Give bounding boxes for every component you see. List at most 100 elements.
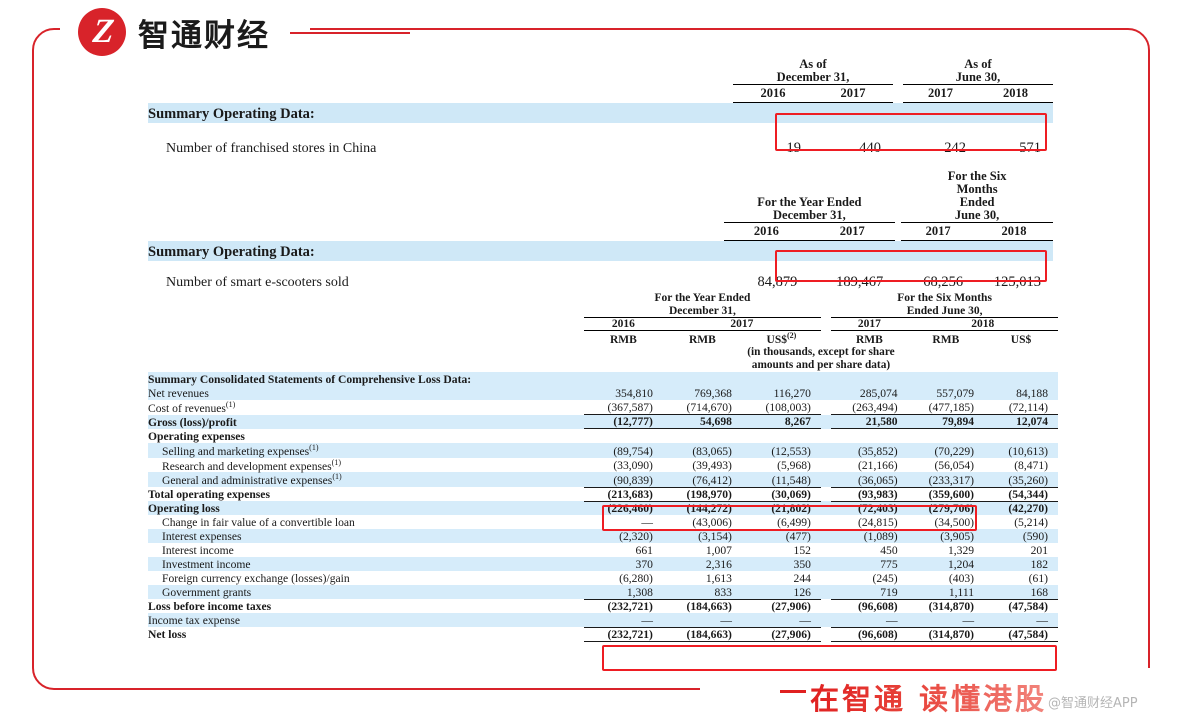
table2-group-left: For the Year Ended December 31, bbox=[724, 170, 896, 223]
table3-cell: (233,317) bbox=[907, 472, 985, 488]
table3-currency-0: RMB bbox=[610, 333, 637, 346]
table3-section-title-spacer bbox=[831, 371, 908, 386]
table3-cell: — bbox=[741, 613, 821, 628]
table1-year-header-row: 2016 2017 2017 2018 bbox=[148, 84, 1053, 103]
table3-cell bbox=[742, 429, 821, 443]
table3-cell: 661 bbox=[635, 544, 653, 558]
table3-cell: (8,471) bbox=[1014, 459, 1048, 473]
table3-cell: — bbox=[662, 613, 742, 628]
table3-cell: (6,280) bbox=[619, 572, 653, 586]
table2-group-header-row: For the Year Ended December 31, For the … bbox=[148, 170, 1053, 223]
table3-currency-5: US$ bbox=[1010, 333, 1032, 346]
table3-row-label: Net revenues bbox=[148, 385, 584, 400]
table2-data-row: Number of smart e-scooters sold 84,879 1… bbox=[148, 261, 1053, 291]
table1-section-title-row: Summary Operating Data: bbox=[148, 102, 1053, 123]
table3-unit-note-row: (in thousands, except for share amounts … bbox=[148, 346, 1058, 372]
table3-cell: (213,683) bbox=[583, 487, 663, 502]
table3-row-label: Total operating expenses bbox=[148, 488, 270, 502]
table1-value-2: 242 bbox=[944, 139, 966, 156]
table3-cell: 450 bbox=[880, 544, 898, 558]
table2-value-1: 189,467 bbox=[836, 273, 884, 290]
table3-column-gap bbox=[820, 613, 832, 628]
table3-section-title-row: Summary Consolidated Statements of Compr… bbox=[148, 371, 1058, 386]
table3-row-label: Operating loss bbox=[148, 501, 584, 516]
table3-currency-header-row: RMB RMB US$(2) RMB RMB US$ bbox=[148, 331, 1058, 346]
table1-value-0: 19 bbox=[786, 139, 802, 156]
table3-cell: (477) bbox=[741, 529, 821, 544]
table2-year-header-row: 2016 2017 2017 2018 bbox=[148, 222, 1053, 241]
table3-cell: 1,204 bbox=[907, 557, 985, 572]
table3-cell: 244 bbox=[793, 572, 811, 586]
logo-rule bbox=[290, 32, 410, 34]
summary-operating-data-stores-table: As of December 31, As of June 30, 2016 2… bbox=[148, 58, 1053, 157]
table3-column-gap bbox=[821, 487, 831, 501]
table2-year-2: 2017 bbox=[901, 222, 976, 241]
table2-group-left-line1: For the Year Ended bbox=[757, 195, 862, 209]
table3-cell: (5,214) bbox=[1014, 516, 1048, 530]
table3-cell: (21,166) bbox=[858, 459, 898, 473]
table3-cell: 54,698 bbox=[662, 414, 742, 430]
table3-section-title-spacer bbox=[907, 371, 985, 386]
table2-row-label: Number of smart e-scooters sold bbox=[166, 274, 349, 290]
table2-section-title: Summary Operating Data: bbox=[148, 243, 315, 260]
table3-cell: (184,663) bbox=[662, 627, 742, 642]
table-row: Gross (loss)/profit (12,777) 54,698 8,267 21… bbox=[148, 414, 1058, 430]
table3-cell bbox=[663, 429, 742, 443]
footnote-marker: (1) bbox=[309, 442, 319, 452]
table-row: Interest income 661 1,007 152 450 1,329 201 bbox=[148, 543, 1058, 557]
table3-row-label: Interest income bbox=[162, 544, 234, 558]
logo-z-glyph: Z bbox=[90, 13, 114, 50]
table3-cell bbox=[584, 429, 663, 443]
table3-column-gap bbox=[820, 529, 832, 544]
table1-value-1: 440 bbox=[859, 139, 881, 156]
table3-column-gap bbox=[821, 429, 831, 443]
table3-cell: (83,065) bbox=[662, 442, 742, 458]
table3-section-title-spacer bbox=[662, 371, 742, 386]
table3-year-3: 2018 bbox=[907, 317, 1058, 331]
table3-cell: (70,229) bbox=[907, 442, 985, 458]
table-row: Investment income 370 2,316 350 775 1,204 182 bbox=[148, 557, 1058, 572]
table3-cell: 1,329 bbox=[947, 544, 975, 558]
table-row: Operating expenses bbox=[148, 429, 1058, 443]
table2-group-right-line2: Months bbox=[956, 182, 998, 196]
table3-row-label: Research and development expenses(1) bbox=[162, 457, 341, 473]
table3-cell: (35,260) bbox=[984, 472, 1058, 488]
table3-currency-2-text: US$ bbox=[766, 333, 787, 346]
table3-cell: (245) bbox=[872, 572, 898, 586]
table3-cell: (11,548) bbox=[741, 472, 821, 488]
table3-currency-4: RMB bbox=[932, 333, 960, 346]
table2-group-right-line4: June 30, bbox=[954, 208, 1000, 222]
table3-cell: (33,090) bbox=[613, 459, 653, 473]
table3-row-label: Loss before income taxes bbox=[148, 600, 272, 614]
table3-column-gap bbox=[821, 627, 831, 641]
table3-cell: (314,870) bbox=[907, 627, 985, 642]
table-row: Total operating expenses (213,683) (198,97… bbox=[148, 487, 1058, 502]
table2-year-3: 2018 bbox=[975, 222, 1053, 241]
table3-cell: (54,344) bbox=[984, 487, 1058, 502]
table3-row-label: Net loss bbox=[148, 628, 187, 642]
table3-cell: — bbox=[583, 613, 663, 628]
footnote-marker: (1) bbox=[331, 457, 341, 467]
table3-cell: (89,754) bbox=[583, 442, 663, 458]
table3-cell: (367,587) bbox=[583, 399, 663, 416]
table-row: Change in fair value of a convertible lo… bbox=[148, 515, 1058, 529]
table1-data-row: Number of franchised stores in China 19 … bbox=[148, 123, 1053, 157]
table3-year-0: 2016 bbox=[583, 317, 663, 331]
table3-cell: (56,054) bbox=[934, 459, 975, 473]
table3-cell: (590) bbox=[984, 529, 1058, 544]
table3-group-left-line1: For the Year Ended bbox=[654, 292, 751, 304]
table3-cell: 21,580 bbox=[831, 414, 908, 430]
table3-cell: (108,003) bbox=[741, 399, 821, 416]
table1-group-left: As of December 31, bbox=[733, 58, 893, 85]
table3-column-gap bbox=[820, 385, 832, 400]
table3-cell: (72,114) bbox=[984, 399, 1058, 416]
table3-cell: (42,270) bbox=[984, 501, 1058, 516]
promo-banner-text: 在智通 读懂港股 bbox=[810, 676, 1047, 718]
table3-cell: 370 bbox=[583, 557, 663, 572]
table3-currency-2: US$(2) bbox=[742, 331, 821, 346]
table3-cell: — bbox=[984, 613, 1058, 628]
table3-currency-3: RMB bbox=[855, 333, 883, 346]
table2-group-left-line2: December 31, bbox=[773, 208, 846, 222]
table1-year-3: 2018 bbox=[978, 84, 1053, 103]
